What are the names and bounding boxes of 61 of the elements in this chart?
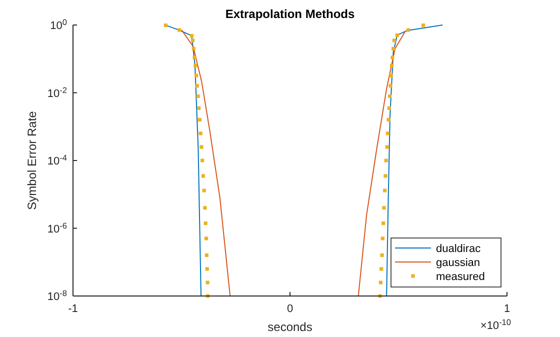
point: [201, 174, 205, 178]
point: [395, 33, 399, 37]
point: [380, 236, 384, 240]
point: [178, 28, 182, 32]
point: [192, 56, 196, 60]
point: [389, 74, 393, 78]
point: [194, 64, 198, 68]
point: [390, 64, 394, 68]
point: [197, 106, 201, 110]
y-tick-label: 10$^{-4}$: [47, 153, 68, 168]
point: [194, 74, 198, 78]
legend-label: measured: [436, 271, 485, 283]
point: [390, 56, 394, 60]
legend-label: dualdirac: [436, 243, 482, 255]
point: [382, 206, 386, 210]
point: [378, 280, 383, 284]
point: [387, 106, 391, 110]
y-tick-label: 10$^{-8}$: [47, 288, 68, 303]
point: [204, 236, 208, 240]
legend-label: gaussian: [436, 257, 480, 269]
point: [198, 132, 202, 136]
point: [383, 188, 387, 192]
point: [200, 145, 204, 149]
point: [384, 158, 388, 162]
x-axis-title: seconds: [268, 320, 312, 334]
point: [198, 118, 202, 122]
point: [421, 23, 426, 28]
x-tick-label: 1: [504, 303, 510, 315]
point: [195, 84, 199, 88]
point: [386, 118, 390, 122]
point: [391, 46, 396, 50]
point: [384, 174, 388, 178]
point: [190, 34, 194, 38]
point: [190, 38, 195, 42]
point: [386, 132, 390, 136]
y-axis-title: Symbol Error Rate: [25, 110, 39, 210]
point: [200, 158, 204, 162]
point: [204, 253, 208, 258]
point: [392, 38, 396, 42]
y-tick-label: 10$^{-6}$: [47, 220, 68, 236]
point: [385, 145, 389, 149]
point: [382, 222, 386, 226]
y-tick-label: 10$^{-2}$: [47, 85, 68, 100]
point: [204, 222, 208, 226]
point: [205, 267, 209, 271]
point: [196, 94, 200, 98]
point: [164, 23, 168, 28]
point: [388, 94, 392, 98]
point: [206, 280, 210, 284]
chart-title: Extrapolation Methods: [225, 7, 355, 21]
point: [380, 253, 384, 258]
point: [192, 46, 196, 50]
text: ×10$^{-10}$: [480, 318, 512, 332]
point: [406, 28, 410, 32]
x-tick-label: 0: [286, 303, 294, 315]
y-tick-label: 10$^{0}$: [50, 18, 68, 32]
point: [203, 206, 207, 210]
x-tick-label: -1: [68, 303, 78, 315]
point: [388, 84, 392, 88]
point: [202, 188, 206, 192]
point: [380, 267, 384, 271]
